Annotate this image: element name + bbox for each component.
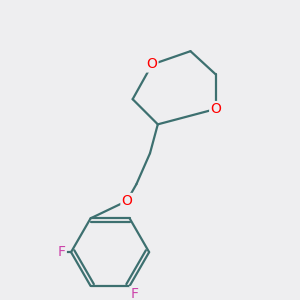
Text: O: O bbox=[122, 194, 132, 208]
Text: F: F bbox=[58, 245, 66, 259]
Text: F: F bbox=[130, 287, 138, 300]
Text: O: O bbox=[147, 58, 158, 71]
Text: O: O bbox=[210, 102, 221, 116]
